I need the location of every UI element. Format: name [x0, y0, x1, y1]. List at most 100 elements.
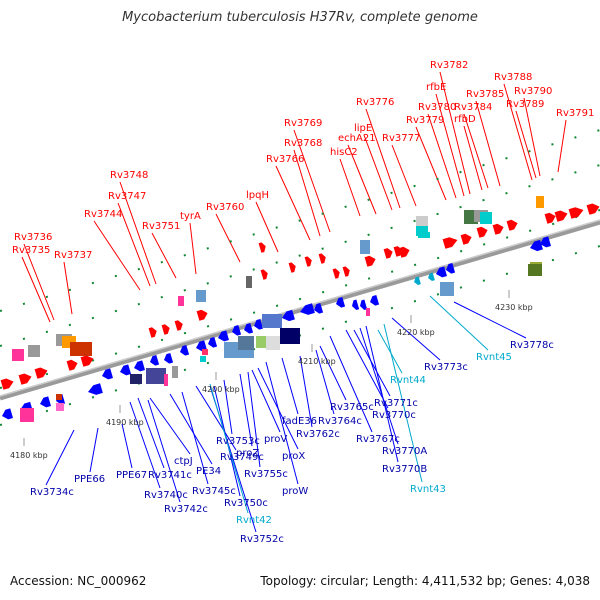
leader-line	[523, 97, 541, 177]
leader-line	[209, 383, 249, 514]
reverse-gene	[218, 330, 230, 342]
leader-line	[391, 317, 441, 361]
figure-title: Mycobacterium tuberculosis H37Rv, comple…	[122, 10, 478, 25]
gene-label-forward: Rv3748	[110, 170, 148, 181]
reverse-gene	[208, 336, 218, 348]
reverse-gene	[88, 383, 103, 395]
gene-label-rna: Rvnt45	[476, 352, 512, 363]
forward-gene	[383, 248, 393, 259]
gene-label-reverse: Rv3770B	[382, 464, 427, 475]
tick-label: 4200 kbp	[202, 385, 240, 394]
feature-block	[202, 349, 208, 355]
gene-label-forward: lpqH	[246, 190, 269, 201]
gene-label-reverse: Rv3753c	[216, 436, 260, 447]
leader-line	[329, 335, 373, 433]
forward-gene	[554, 210, 568, 222]
gene-label-forward: Rv3780	[418, 102, 456, 113]
leader-line	[359, 327, 399, 445]
leader-line	[347, 144, 377, 215]
gene-label-forward: Rv3736	[14, 232, 52, 243]
gene-label-forward: Rv3747	[108, 191, 146, 202]
forward-gene	[506, 219, 518, 231]
gene-label-reverse: Rv3741c	[148, 470, 192, 481]
forward-gene	[18, 373, 32, 385]
gene-label-reverse: Rv3745c	[192, 486, 236, 497]
rna-gene	[414, 276, 421, 285]
feature-block	[366, 308, 370, 316]
leader-line	[429, 295, 489, 351]
feature-block	[200, 356, 206, 362]
leader-line	[515, 110, 537, 179]
gene-label-forward: Rv3777	[382, 133, 420, 144]
feature-block	[266, 336, 280, 350]
leader-line	[339, 158, 361, 217]
leader-line	[23, 243, 55, 321]
reverse-gene	[300, 303, 315, 315]
rna-gene	[428, 272, 435, 281]
gene-label-forward: Rv3768	[284, 138, 322, 149]
gene-label-reverse: Rv3770c	[372, 410, 416, 421]
gene-label-reverse: fadE36	[282, 416, 317, 427]
gene-label-rna: Rvnt44	[390, 375, 426, 386]
forward-gene	[304, 256, 312, 267]
leader-line	[169, 393, 213, 465]
reverse-gene	[134, 360, 146, 372]
gene-label-forward: rfbD	[454, 114, 476, 125]
gene-label-reverse: Rv3740c	[144, 490, 188, 501]
leader-line	[557, 119, 567, 173]
reverse-gene	[102, 368, 114, 380]
forward-gene	[398, 246, 410, 258]
leader-line	[439, 71, 471, 195]
leader-line	[299, 355, 313, 428]
reverse-gene	[150, 354, 160, 366]
feature-block	[56, 394, 62, 400]
reverse-gene	[232, 324, 242, 336]
gene-label-forward: hisC2	[330, 147, 358, 158]
feature-block	[238, 336, 254, 350]
genome-backbone	[0, 219, 600, 401]
forward-gene	[258, 242, 266, 253]
gene-label-reverse: Rv3770A	[382, 446, 427, 457]
leader-line	[189, 222, 197, 275]
leader-line	[119, 181, 157, 285]
gene-label-reverse: Rv3752c	[240, 534, 284, 545]
tick-label: 4210 kbp	[298, 357, 336, 366]
reverse-gene	[2, 408, 14, 420]
reverse-gene	[314, 302, 324, 314]
leader-line	[503, 83, 533, 181]
reverse-gene	[370, 294, 380, 306]
gene-label-reverse: Rv3778c	[510, 340, 554, 351]
leader-line	[319, 345, 347, 401]
leader-line	[137, 397, 165, 469]
feature-block	[536, 196, 544, 208]
gene-label-forward: Rv3776	[356, 97, 394, 108]
gene-label-forward: Rv3788	[494, 72, 532, 83]
reverse-gene	[40, 396, 52, 408]
gene-label-rna: Rvnt42	[236, 515, 272, 526]
feature-block	[70, 342, 92, 356]
forward-gene	[342, 266, 350, 277]
gene-label-forward: Rv3782	[430, 60, 468, 71]
leader-line	[223, 379, 233, 435]
feature-block	[196, 290, 206, 302]
gene-label-forward: Rv3791	[556, 108, 594, 119]
genome-summary: Topology: circular; Length: 4,411,532 bp…	[260, 574, 590, 588]
leader-line	[21, 256, 51, 323]
tick-label: 4220 kbp	[397, 328, 435, 337]
leader-line	[377, 329, 403, 374]
gene-label-reverse: Rv3764c	[318, 416, 362, 427]
leader-line	[383, 323, 423, 483]
leader-line	[89, 427, 99, 473]
accession-label: Accession: NC_000962	[10, 574, 147, 588]
gene-label-reverse: Rv3749c	[220, 452, 264, 463]
gene-label-forward: Rv3766	[266, 154, 304, 165]
gene-label-reverse: PPE66	[74, 474, 105, 485]
reverse-gene	[282, 309, 295, 322]
forward-gene	[476, 226, 488, 238]
feature-block	[164, 374, 168, 386]
feature-block	[56, 403, 64, 411]
gene-label-reverse: Rv3773c	[424, 362, 468, 373]
feature-block	[28, 345, 40, 357]
